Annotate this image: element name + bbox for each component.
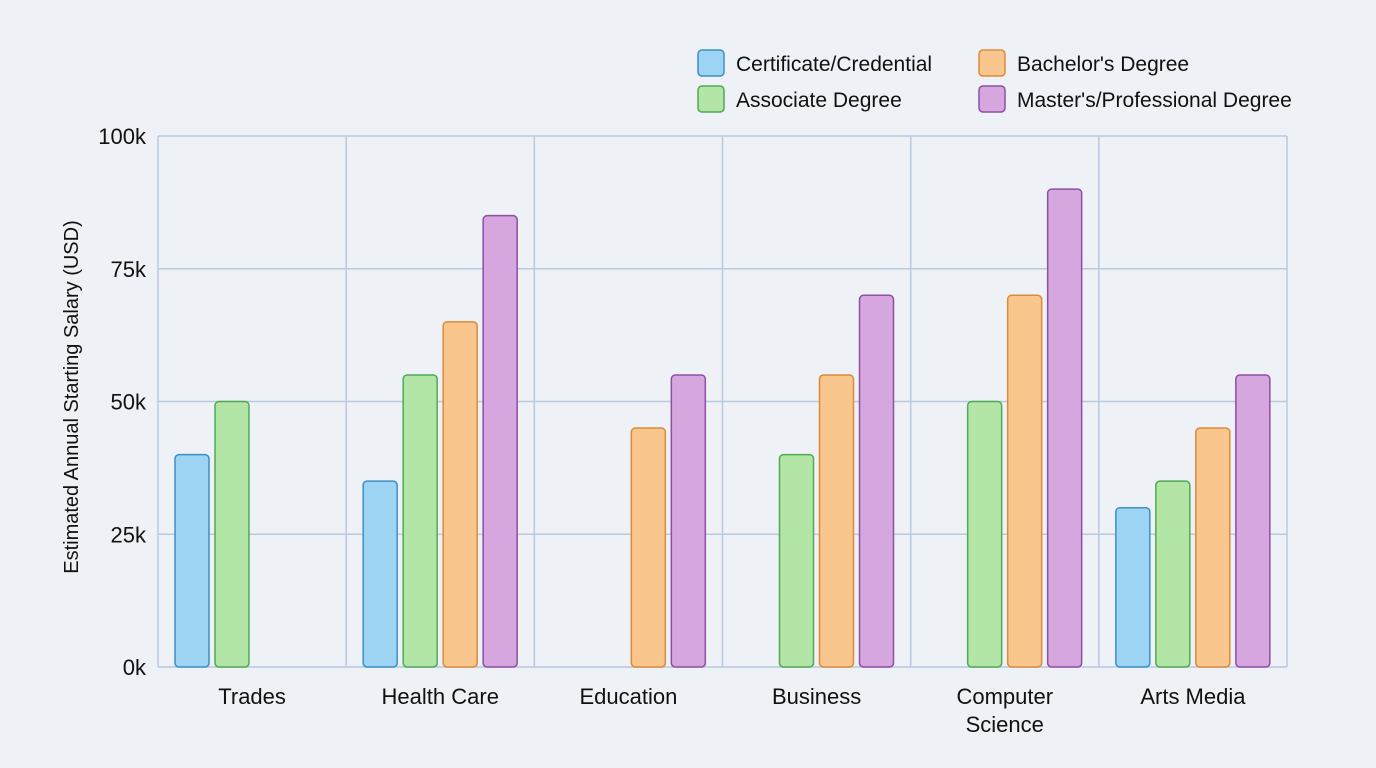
bar-certificate-credential-5 (1115, 506, 1151, 668)
bar-associate-degree-5 (1155, 480, 1191, 668)
bar-associate-degree-1 (402, 374, 438, 668)
bar-bachelor-s-degree-4 (1006, 294, 1043, 668)
legend-label: Certificate/Credential (736, 53, 932, 76)
y-axis-label: Estimated Annual Starting Salary (USD) (61, 220, 83, 574)
bar-master-s-professional-degree-5 (1235, 374, 1271, 668)
x-category-label: Computer (956, 684, 1053, 709)
bar-associate-degree-0 (214, 400, 250, 668)
legend-label: Bachelor's Degree (1017, 53, 1189, 76)
bar-bachelor-s-degree-2 (630, 427, 667, 668)
bar-bachelor-s-degree-3 (818, 374, 855, 668)
x-category-label: Trades (218, 684, 286, 709)
legend-swatch (697, 85, 725, 113)
bar-master-s-professional-degree-2 (670, 374, 707, 668)
x-category-label: Business (772, 684, 861, 709)
x-category-label: Science (966, 712, 1044, 737)
legend-swatch (978, 85, 1006, 113)
bar-master-s-professional-degree-3 (858, 294, 895, 668)
legend-label: Master's/Professional Degree (1017, 89, 1292, 112)
y-tick-label: 0k (123, 655, 147, 680)
y-tick-label: 100k (98, 124, 147, 149)
legend-swatch (978, 49, 1006, 77)
bar-certificate-credential-0 (174, 453, 210, 668)
bar-associate-degree-3 (778, 453, 815, 668)
x-category-label: Health Care (382, 684, 499, 709)
x-category-label: Arts Media (1140, 684, 1246, 709)
bar-master-s-professional-degree-4 (1046, 188, 1083, 668)
y-tick-label: 25k (111, 522, 147, 547)
y-tick-label: 75k (111, 257, 147, 282)
y-tick-label: 50k (111, 390, 147, 415)
x-category-label: Education (579, 684, 677, 709)
bar-master-s-professional-degree-1 (482, 214, 518, 668)
bar-bachelor-s-degree-1 (442, 321, 478, 668)
bar-bachelor-s-degree-5 (1195, 427, 1231, 668)
legend-label: Associate Degree (736, 89, 902, 112)
bar-certificate-credential-1 (362, 480, 398, 668)
legend-swatch (697, 49, 725, 77)
bar-associate-degree-4 (966, 400, 1003, 668)
